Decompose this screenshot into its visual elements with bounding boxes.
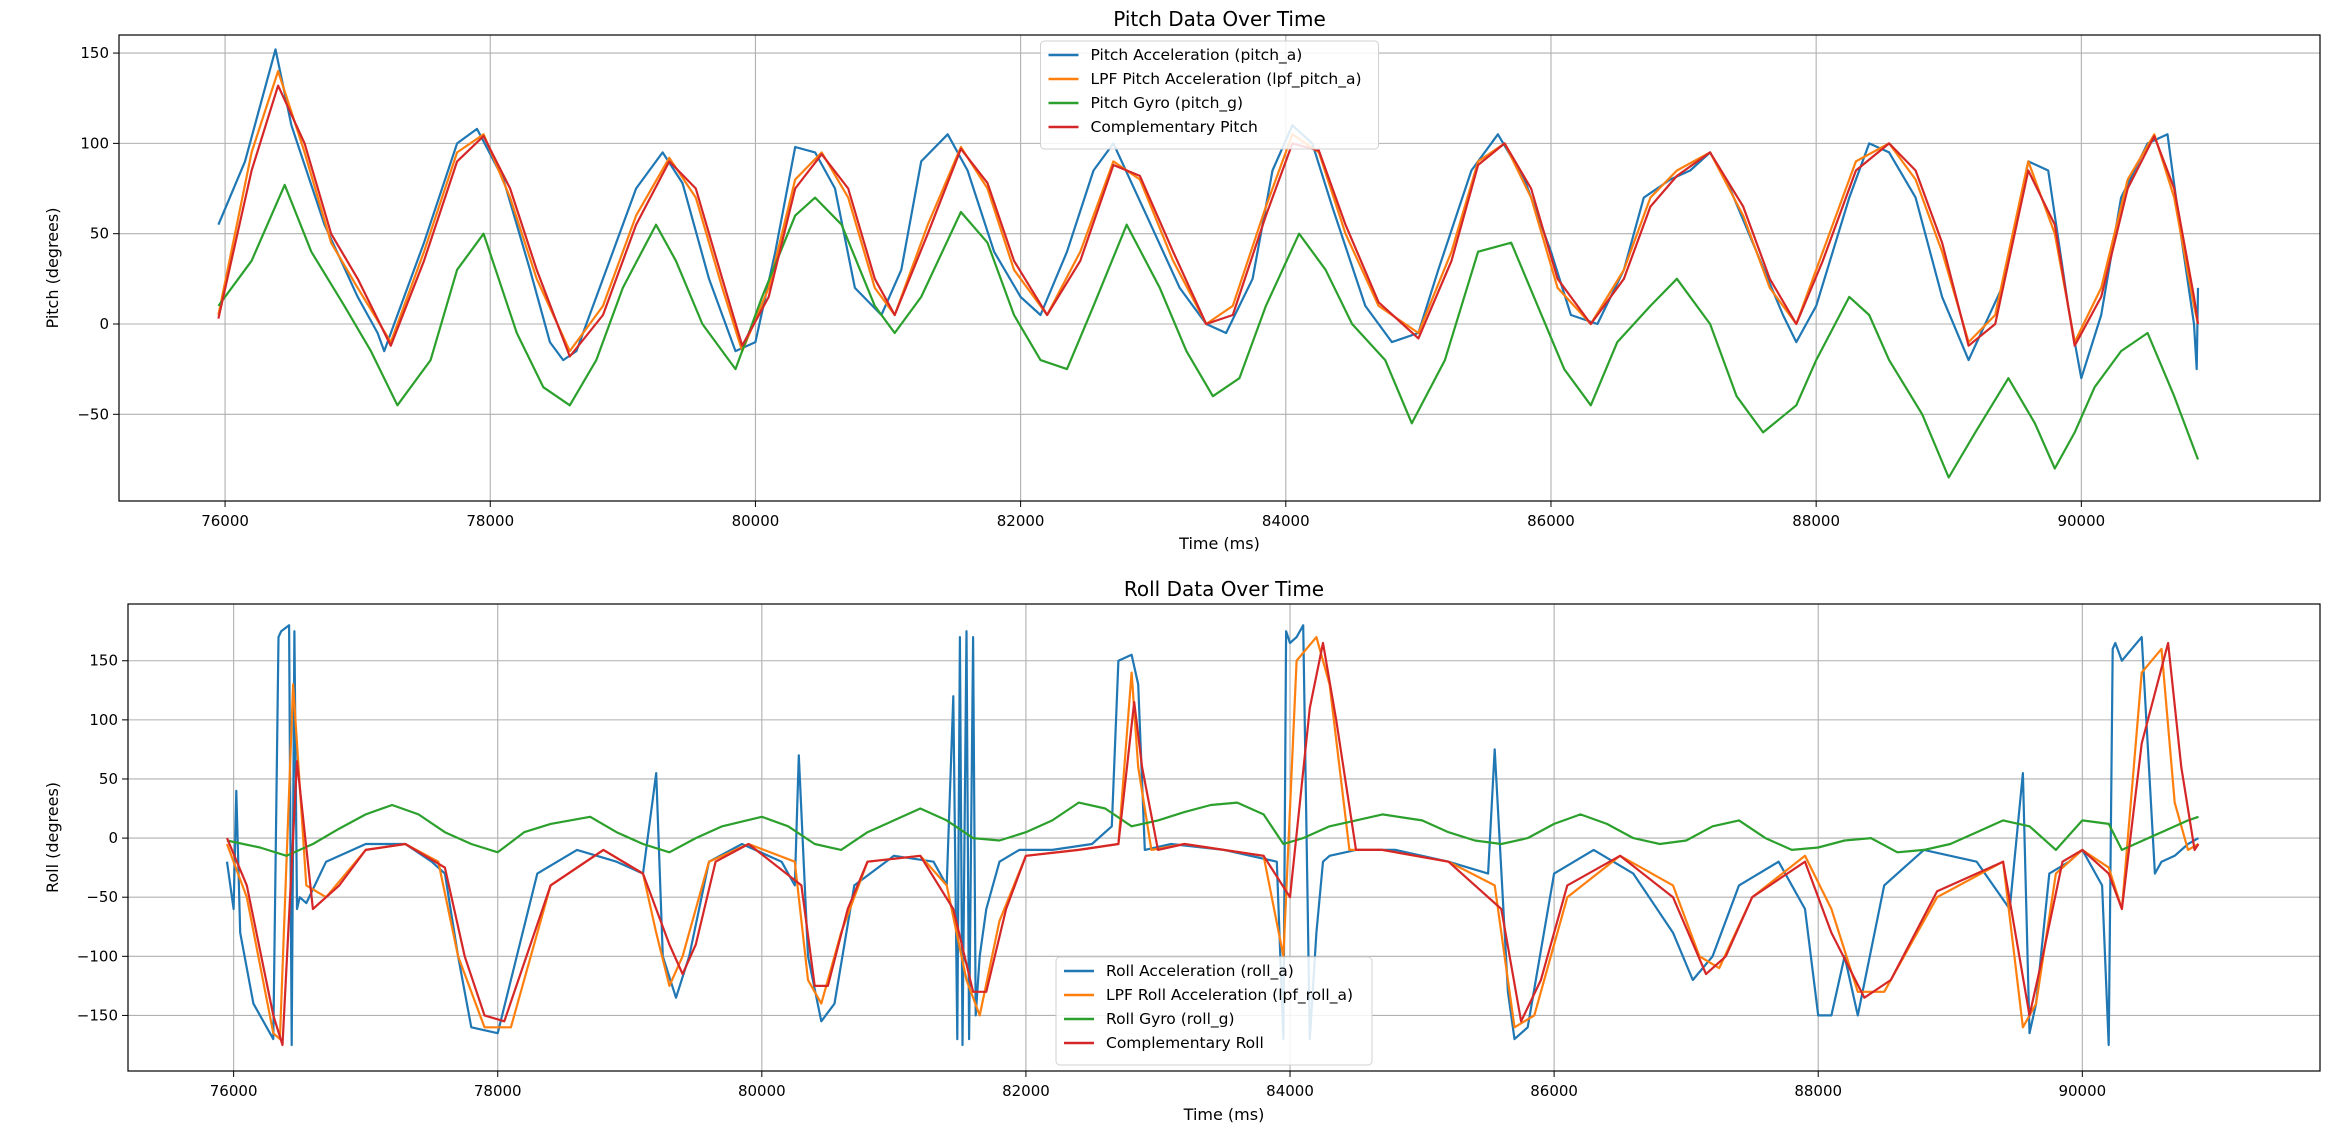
y-tick-label: 100 [80,134,109,152]
series-line-2 [217,183,2200,479]
y-tick-label: 150 [89,652,118,670]
y-tick-label: 50 [99,770,118,788]
x-tick-label: 88000 [1794,1082,1842,1100]
series-line-1 [225,635,2200,1041]
y-tick-label: −50 [77,405,109,423]
series-line-3 [217,84,2200,358]
x-tick-label: 78000 [466,512,514,530]
legend: Roll Acceleration (roll_a) LPF Roll Accel… [1055,956,1373,1066]
series-line-2 [226,801,2199,857]
x-tick-label: 78000 [474,1082,522,1100]
x-tick-label: 76000 [201,512,249,530]
series-line-0 [217,48,2200,380]
y-axis-label: Roll (degrees) [43,782,62,893]
x-tick-label: 76000 [210,1082,258,1100]
legend-label: Pitch Gyro (pitch_g) [1091,94,1244,113]
legend-box [1055,956,1373,1066]
x-tick-label: 90000 [2057,512,2105,530]
axes-frame [118,34,2321,502]
axes-frame [127,603,2321,1072]
y-tick-label: 150 [80,44,109,62]
legend-label: Complementary Roll [1106,1034,1264,1052]
x-tick-label: 84000 [1266,1082,1314,1100]
x-axis-label: Time (ms) [1183,1105,1265,1124]
y-axis-label: Pitch (degrees) [43,208,62,329]
pitch-chart: 76000 78000 80000 82000 84000 86000 88000 90000… [43,7,2321,553]
x-tick-label: 80000 [738,1082,786,1100]
y-tick-label: 50 [90,225,109,243]
y-tick-label: 0 [99,315,109,333]
x-tick-label: 86000 [1530,1082,1578,1100]
roll-chart: 76000 78000 80000 82000 84000 86000 88000 90000… [43,577,2321,1124]
x-tick-label: 82000 [1002,1082,1050,1100]
y-tick-label: −100 [77,947,118,965]
y-tick-label: −50 [86,888,118,906]
y-tick-label: 100 [89,711,118,729]
x-tick-label: 86000 [1527,512,1575,530]
x-tick-label: 90000 [2058,1082,2106,1100]
legend-label: LPF Roll Acceleration (lpf_roll_a) [1106,986,1353,1005]
legend-label: Complementary Pitch [1091,118,1258,136]
y-tick-label: 0 [108,829,118,847]
chart-title: Roll Data Over Time [1124,577,1324,601]
x-tick-label: 84000 [1262,512,1310,530]
y-tick-label: −150 [77,1006,118,1024]
legend-label: Pitch Acceleration (pitch_a) [1091,46,1303,65]
x-tick-label: 88000 [1792,512,1840,530]
legend-label: Roll Gyro (roll_g) [1106,1010,1235,1029]
legend: Pitch Acceleration (pitch_a) LPF Pitch Ac… [1040,40,1379,150]
x-tick-label: 82000 [997,512,1045,530]
chart-title: Pitch Data Over Time [1113,7,1326,31]
legend-label: Roll Acceleration (roll_a) [1106,962,1294,981]
x-tick-label: 80000 [732,512,780,530]
series-line-3 [225,641,2200,1047]
legend-box [1040,40,1379,150]
legend-label: LPF Pitch Acceleration (lpf_pitch_a) [1091,70,1362,89]
x-axis-label: Time (ms) [1178,534,1260,553]
